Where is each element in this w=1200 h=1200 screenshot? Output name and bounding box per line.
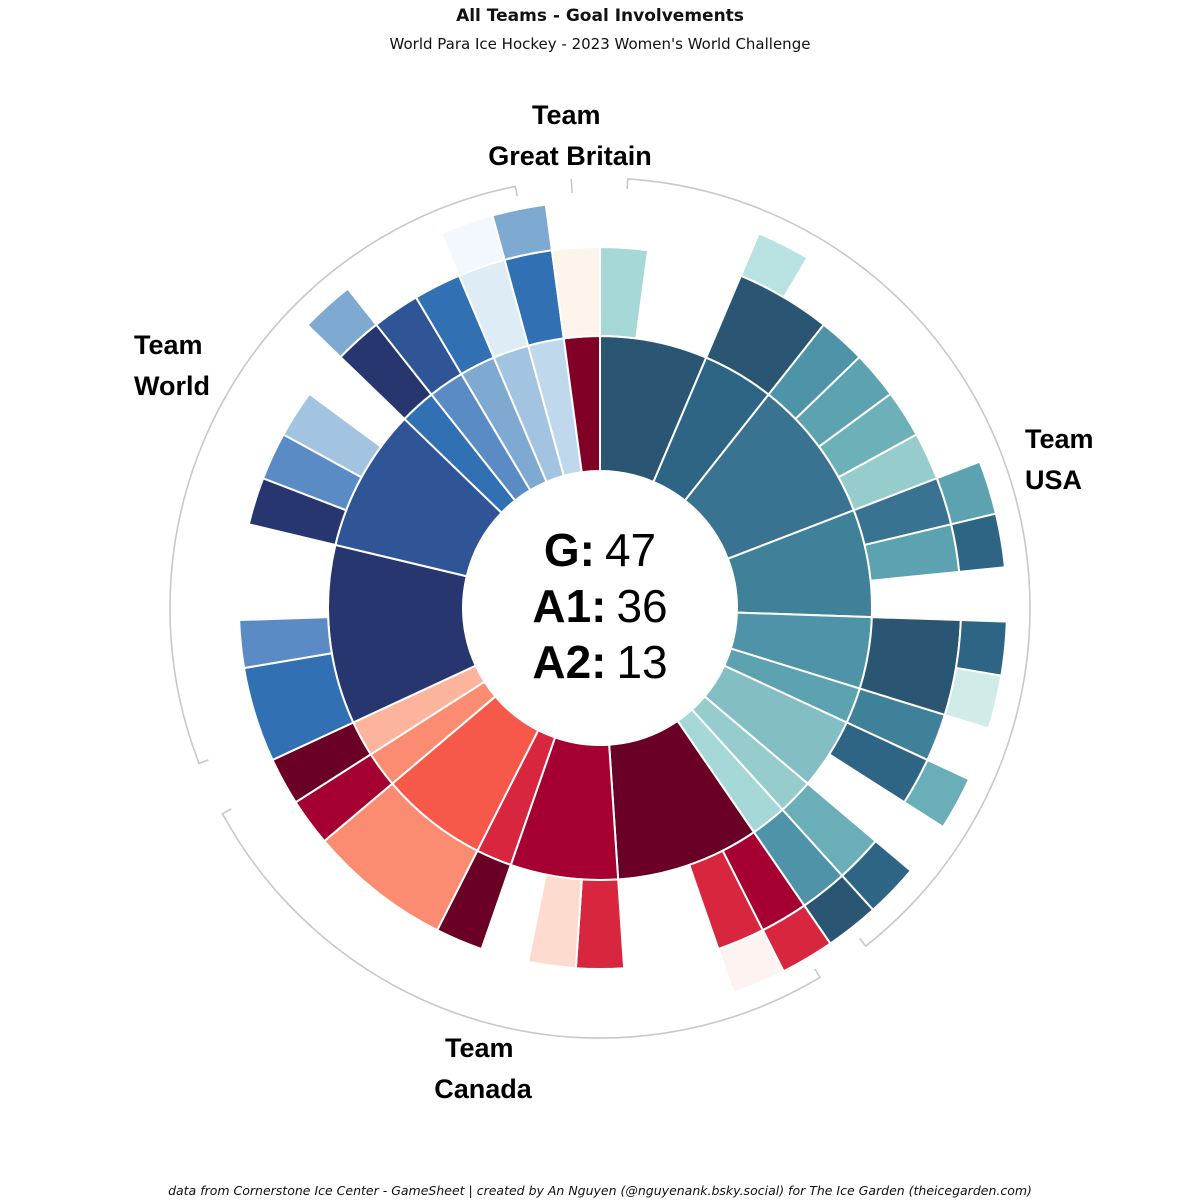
wedge-a1: [526, 873, 583, 970]
wedge-a1: [574, 878, 626, 971]
team-brackets: [169, 178, 1031, 1039]
chart-title: All Teams - Goal Involvements: [456, 6, 744, 26]
wedge-layer: [238, 203, 1008, 994]
wedge-a1: [550, 245, 601, 340]
wedge-a2: [491, 203, 554, 262]
team-bracket: [221, 808, 822, 1039]
wedge-a2: [949, 512, 1007, 573]
secondary-assists-total: A2: 13: [532, 636, 667, 688]
chart-subtitle: World Para Ice Hockey - 2023 Women's Wor…: [389, 35, 811, 53]
team-label-usa: Team USA: [1025, 424, 1101, 495]
team-label-canada: Team Canada: [434, 1033, 533, 1104]
team-label-great-britain: Team Great Britain: [488, 100, 652, 171]
wedge-a2: [902, 758, 971, 829]
goals-total: G: 47: [544, 524, 656, 576]
wedge-a2: [739, 231, 809, 299]
team-bracket: [570, 178, 574, 193]
primary-assists-total: A1: 36: [532, 580, 667, 632]
wedge-a1: [238, 616, 333, 670]
team-bracket: [169, 185, 519, 765]
wedge-a2: [954, 619, 1008, 677]
team-label-world: Team World: [134, 330, 210, 401]
team-bracket: [626, 178, 1031, 948]
wedge-a2: [717, 928, 785, 994]
center-totals: G: 47 A1: 36 A2: 13: [532, 524, 667, 688]
wedge-a1: [282, 392, 383, 479]
source-caption: data from Cornerstone Ice Center - GameS…: [168, 1183, 1032, 1198]
wedge-a1: [599, 245, 650, 340]
